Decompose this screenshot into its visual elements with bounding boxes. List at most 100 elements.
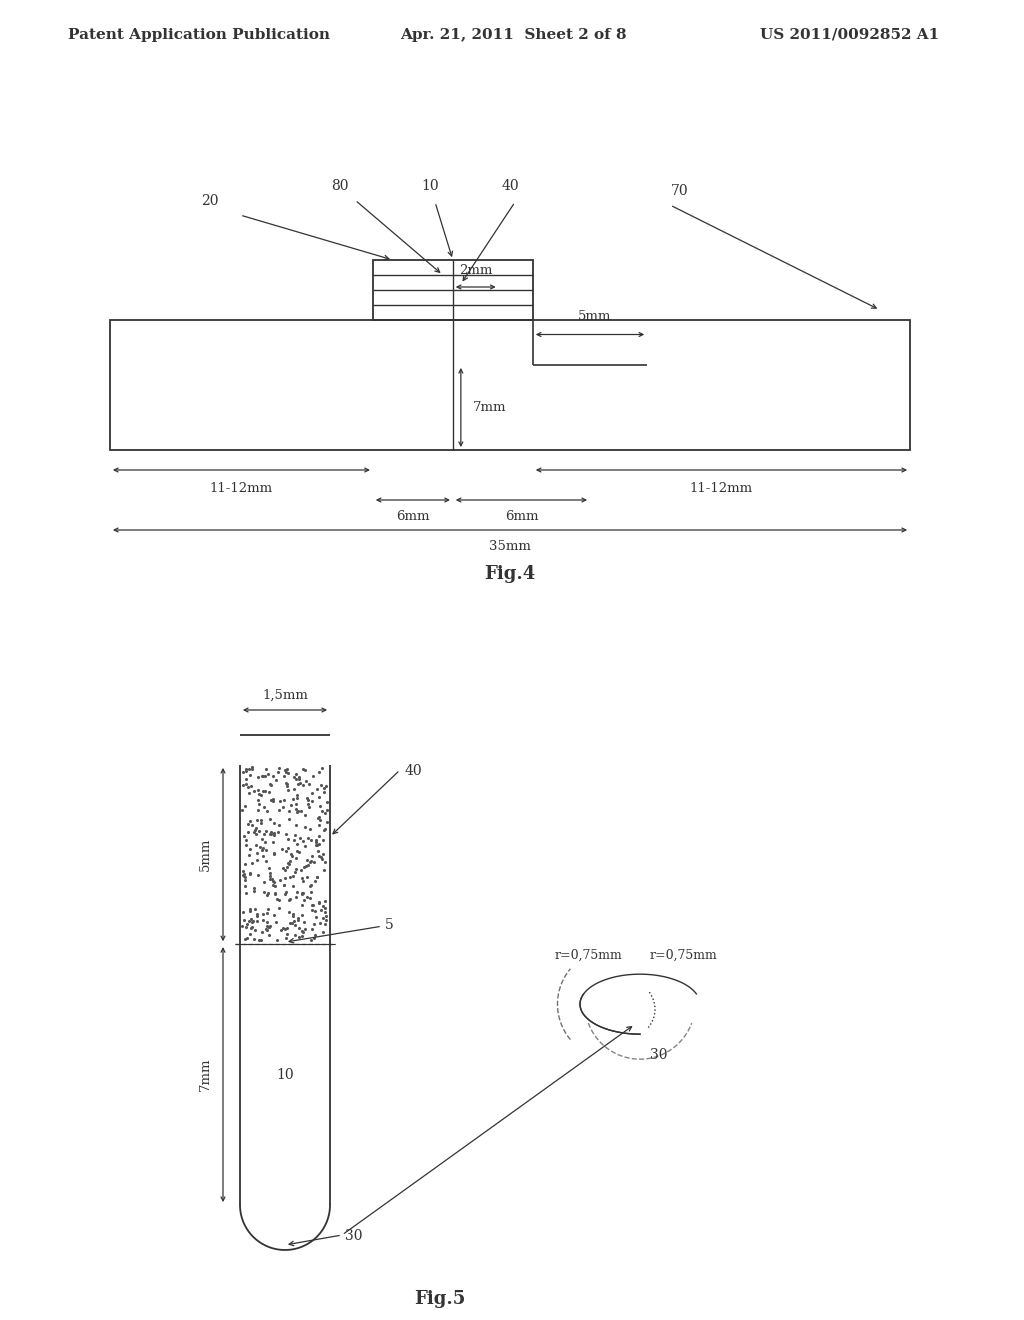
Point (265, 812, 282, 833)
Point (265, 824, 282, 845)
Point (242, 810, 258, 832)
Point (237, 928, 253, 949)
Point (289, 880, 305, 902)
Point (270, 814, 287, 836)
Point (288, 858, 304, 879)
Point (255, 909, 271, 931)
Point (310, 841, 327, 862)
Point (292, 772, 308, 793)
Point (238, 882, 254, 903)
Point (303, 882, 319, 903)
Point (236, 863, 252, 884)
Point (316, 803, 333, 824)
Point (311, 825, 328, 846)
Point (295, 830, 311, 851)
Point (290, 801, 306, 822)
Point (262, 863, 279, 884)
Point (253, 809, 269, 830)
Point (295, 921, 311, 942)
Point (259, 920, 275, 941)
Point (267, 770, 284, 791)
Point (250, 779, 266, 800)
Point (249, 809, 265, 830)
Point (236, 902, 252, 923)
Point (302, 850, 318, 871)
Point (318, 812, 335, 833)
Point (313, 775, 330, 796)
Text: 20: 20 (202, 194, 219, 209)
Point (239, 927, 255, 948)
Point (285, 789, 301, 810)
Point (298, 855, 314, 876)
Point (315, 781, 332, 803)
Point (242, 863, 258, 884)
Point (271, 898, 288, 919)
Point (288, 793, 304, 814)
Point (273, 838, 290, 859)
Point (305, 851, 322, 873)
Point (244, 911, 260, 932)
Point (291, 842, 307, 863)
Point (260, 763, 276, 784)
Point (302, 818, 318, 840)
Point (290, 908, 306, 929)
Point (269, 929, 286, 950)
Point (278, 760, 294, 781)
Point (238, 774, 254, 795)
Point (288, 847, 304, 869)
Text: 2mm: 2mm (459, 264, 493, 277)
Point (241, 783, 257, 804)
Text: 5mm: 5mm (199, 838, 212, 871)
Point (317, 913, 334, 935)
Point (264, 832, 281, 853)
Point (240, 821, 256, 842)
Point (245, 911, 261, 932)
Point (286, 777, 302, 799)
Point (284, 913, 300, 935)
Point (243, 899, 259, 920)
Point (290, 909, 306, 931)
Point (276, 867, 293, 888)
Point (255, 903, 271, 924)
Point (238, 759, 254, 780)
Point (306, 913, 323, 935)
Point (300, 828, 316, 849)
Point (250, 789, 266, 810)
Point (234, 762, 251, 783)
Point (249, 842, 265, 863)
Point (287, 862, 303, 883)
Point (295, 759, 311, 780)
Point (249, 911, 265, 932)
Point (278, 917, 294, 939)
Point (315, 820, 332, 841)
Text: 1,5mm: 1,5mm (262, 689, 308, 702)
Text: 80: 80 (331, 180, 349, 193)
Point (287, 825, 303, 846)
Point (290, 785, 306, 807)
Point (299, 887, 315, 908)
Point (316, 851, 333, 873)
Point (273, 919, 290, 940)
Point (250, 865, 266, 886)
Point (267, 875, 284, 896)
Point (300, 789, 316, 810)
Bar (110, 319, 910, 450)
Point (279, 882, 295, 903)
Point (244, 917, 260, 939)
Text: 7mm: 7mm (473, 401, 506, 414)
Point (316, 898, 333, 919)
Text: Apr. 21, 2011  Sheet 2 of 8: Apr. 21, 2011 Sheet 2 of 8 (400, 28, 627, 42)
Point (251, 793, 267, 814)
Point (280, 853, 296, 874)
Point (262, 824, 279, 845)
Point (274, 857, 291, 878)
Point (278, 762, 294, 783)
Point (279, 928, 295, 949)
Point (244, 814, 260, 836)
Point (309, 779, 326, 800)
Point (265, 766, 282, 787)
Text: Fig.5: Fig.5 (415, 1290, 466, 1308)
Point (303, 929, 319, 950)
Point (250, 800, 266, 821)
Point (311, 891, 328, 912)
